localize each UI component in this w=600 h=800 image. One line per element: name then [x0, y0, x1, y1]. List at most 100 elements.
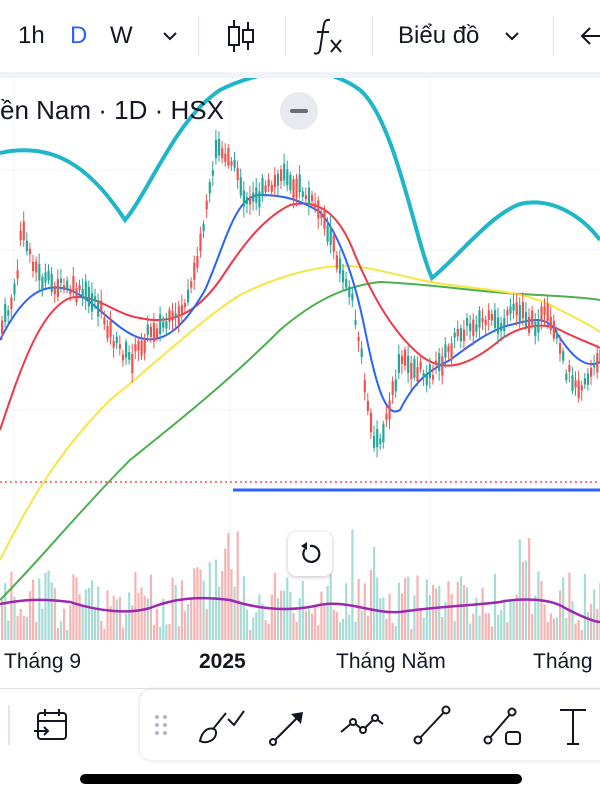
path-icon[interactable]	[337, 704, 387, 748]
volume-bar	[543, 604, 546, 640]
chevron-down-icon[interactable]	[502, 26, 522, 46]
toolbar-shadow	[0, 72, 600, 78]
volume-bar	[106, 590, 109, 640]
volume-bar	[72, 574, 75, 640]
volume-bar	[419, 609, 422, 640]
volume-bar	[537, 571, 540, 640]
candle-body	[35, 261, 38, 273]
volume-bar	[509, 599, 512, 640]
indicator-fx-icon[interactable]	[312, 16, 346, 56]
volume-bar	[249, 629, 252, 640]
arrow-line-icon[interactable]	[267, 704, 311, 748]
candle-body	[75, 288, 78, 303]
candle-body	[283, 163, 286, 181]
candle-body	[568, 364, 571, 372]
volume-bar	[596, 609, 599, 640]
volume-bar	[484, 613, 487, 640]
interval-1h-button[interactable]: 1h	[18, 22, 45, 49]
candle-body	[456, 328, 459, 337]
volume-bar	[363, 583, 366, 640]
candle-body	[128, 352, 131, 360]
price-chart[interactable]	[0, 78, 600, 688]
trend-line-icon[interactable]	[410, 702, 454, 748]
candle-body	[221, 148, 224, 159]
volume-bar	[137, 592, 140, 640]
candle-body	[146, 324, 149, 335]
candle-body	[264, 185, 267, 192]
volume-bar	[382, 597, 385, 640]
candle-body	[233, 160, 236, 168]
drawing-tools-panel	[140, 690, 600, 760]
candle-body	[292, 179, 295, 199]
candle-body	[497, 317, 500, 334]
candle-body	[351, 293, 354, 301]
volume-bar	[152, 624, 156, 640]
legend-collapse-button[interactable]	[280, 92, 318, 130]
volume-bar	[512, 601, 515, 640]
candlestick-icon[interactable]	[225, 18, 257, 54]
candle-body	[298, 174, 301, 193]
candle-body	[249, 196, 252, 205]
candle-body	[521, 301, 524, 319]
candle-body	[32, 261, 35, 271]
time-axis-label: Tháng 9	[4, 650, 82, 673]
candle-body	[289, 174, 292, 191]
candle-body	[400, 356, 404, 364]
volume-bar	[168, 624, 171, 640]
candle-body	[590, 367, 593, 377]
volume-bar	[391, 623, 394, 640]
candle-body	[537, 319, 540, 333]
back-arrow-icon[interactable]	[578, 24, 600, 48]
candle-body	[354, 320, 357, 325]
candle-body	[466, 318, 469, 326]
volume-bar	[478, 615, 481, 640]
candle-body	[487, 310, 490, 320]
candle-body	[41, 276, 44, 292]
drag-handle-icon[interactable]	[152, 712, 170, 738]
ray-icon[interactable]	[480, 702, 526, 748]
volume-bar	[69, 605, 72, 640]
volume-ma-line	[0, 596, 600, 624]
volume-bar	[44, 572, 47, 640]
volume-bar	[366, 615, 369, 640]
candle-body	[267, 179, 270, 187]
volume-bar	[16, 616, 19, 640]
candle-body	[295, 178, 298, 198]
volume-bar	[143, 595, 146, 640]
chevron-down-icon[interactable]	[160, 26, 180, 46]
volume-bar	[388, 593, 391, 640]
volume-bar	[121, 628, 125, 640]
candle-body	[152, 322, 156, 342]
candle-body	[586, 373, 590, 385]
candle-body	[382, 423, 385, 443]
volume-bar	[56, 627, 59, 640]
volume-bar	[441, 616, 444, 640]
volume-bar	[208, 562, 211, 640]
candle-body	[453, 332, 456, 338]
volume-bar	[450, 594, 453, 640]
symbol-legend-title[interactable]: ền Nam · 1D · HSX	[0, 95, 224, 125]
volume-bar	[233, 586, 236, 640]
candle-body	[410, 362, 413, 380]
volume-bar	[171, 577, 174, 640]
interval-d-button[interactable]: D	[70, 22, 88, 49]
candle-body	[524, 312, 528, 327]
reset-chart-button[interactable]	[288, 532, 332, 576]
chart-type-dropdown[interactable]: Biểu đồ	[398, 22, 480, 49]
volume-bar	[28, 591, 32, 640]
chart-canvas[interactable]	[0, 78, 600, 688]
volume-bar	[245, 609, 249, 640]
volume-bar	[298, 597, 301, 640]
candle-body	[580, 385, 583, 391]
candle-body	[577, 380, 580, 399]
brush-icon[interactable]	[196, 705, 246, 747]
interval-w-button[interactable]: W	[110, 22, 133, 49]
calendar-range-icon[interactable]	[32, 705, 72, 745]
text-tool-icon[interactable]	[556, 704, 590, 748]
volume-bar	[267, 623, 270, 640]
volume-bar	[196, 567, 199, 640]
top-toolbar: 1h D W Biểu đồ	[0, 0, 600, 72]
candle-body	[211, 170, 214, 176]
volume-bar	[202, 580, 205, 640]
volume-bar	[583, 574, 586, 640]
